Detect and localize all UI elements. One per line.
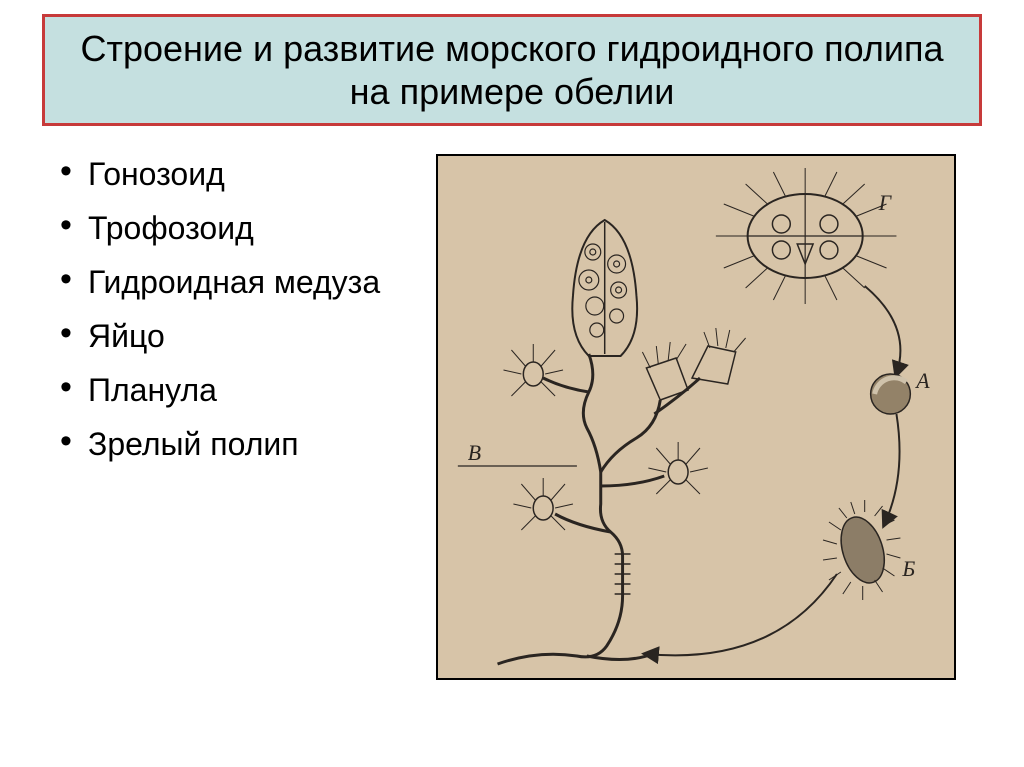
figure: В А Б Г [438, 156, 954, 678]
list-item: Гидроидная медуза [52, 262, 412, 302]
label-G: Г [878, 190, 893, 215]
title-box: Строение и развитие морского гидроидного… [42, 14, 982, 126]
lifecycle-diagram: В А Б Г [438, 156, 954, 678]
label-A: А [914, 368, 930, 393]
label-B: В [468, 440, 481, 465]
list-item: Гонозоид [52, 154, 412, 194]
list-item: Яйцо [52, 316, 412, 356]
list-item: Зрелый полип [52, 424, 412, 464]
content-row: Гонозоид Трофозоид Гидроидная медуза Яйц… [24, 154, 1000, 680]
list-item: Планула [52, 370, 412, 410]
bullet-list: Гонозоид Трофозоид Гидроидная медуза Яйц… [52, 154, 412, 478]
list-item: Трофозоид [52, 208, 412, 248]
label-Bv: Б [901, 556, 915, 581]
title-text: Строение и развитие морского гидроидного… [63, 27, 961, 113]
figure-frame: В А Б Г [436, 154, 956, 680]
egg-icon [871, 374, 911, 414]
slide: Строение и развитие морского гидроидного… [0, 0, 1024, 767]
